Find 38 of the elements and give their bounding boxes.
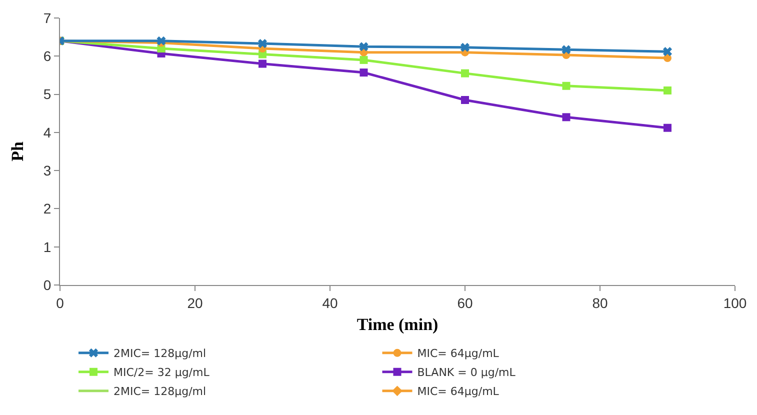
point (664, 54, 672, 62)
point (359, 42, 368, 52)
point (156, 36, 166, 46)
x-tick-label: 100 (723, 294, 747, 311)
point (461, 96, 469, 104)
point (562, 82, 570, 90)
legend-label: MIC/2= 32 µg/mL (114, 366, 210, 380)
legend-label: MIC= 64µg/mL (417, 385, 500, 398)
point (460, 42, 470, 52)
legend-label: BLANK = 0 µg/mL (417, 366, 516, 380)
x-tick-label: 80 (592, 294, 608, 311)
point (258, 39, 268, 48)
point (562, 113, 570, 122)
point (461, 69, 469, 78)
legend-label: 2MIC= 128µg/ml (114, 385, 206, 398)
y-tick-label: 0 (43, 276, 52, 293)
point (360, 68, 368, 77)
x-tick-label: 20 (187, 294, 203, 311)
y-tick-label: 5 (43, 86, 52, 102)
y-tick-label: 3 (43, 162, 52, 178)
legend-label: 2MIC= 128µg/ml (114, 347, 206, 360)
x-axis-title: Time (min) (356, 315, 438, 334)
y-axis-title: Ph (8, 141, 27, 162)
point (360, 56, 368, 64)
point (562, 45, 571, 54)
x-tick-label: 60 (457, 294, 473, 311)
point (258, 60, 266, 68)
x-tick-label: 40 (322, 294, 338, 311)
point (664, 86, 672, 94)
legend-label: MIC= 64µg/mL (417, 347, 500, 360)
y-tick-label: 6 (43, 48, 52, 64)
point (662, 47, 672, 56)
y-tick-label: 7 (43, 10, 52, 26)
x-tick-label: 0 (56, 294, 64, 311)
point (664, 124, 672, 132)
y-tick-label: 4 (43, 124, 52, 140)
y-tick-label: 2 (43, 200, 52, 217)
y-tick-label: 1 (43, 238, 52, 255)
